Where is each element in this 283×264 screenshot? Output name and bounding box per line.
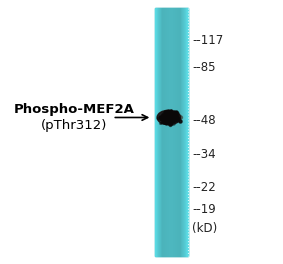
Bar (174, 8, 175, 256)
Bar (164, 8, 165, 256)
Text: --34: --34 (192, 148, 216, 161)
Bar (171, 8, 172, 256)
Bar (175, 8, 176, 256)
Bar (176, 8, 177, 256)
Text: --19: --19 (192, 203, 216, 216)
Bar (178, 8, 179, 256)
Bar (184, 8, 185, 256)
Text: --22: --22 (192, 181, 216, 194)
Bar (181, 8, 182, 256)
Ellipse shape (157, 110, 181, 125)
Bar (173, 8, 174, 256)
Text: --117: --117 (192, 34, 224, 48)
Bar (158, 8, 159, 256)
Bar (172, 8, 173, 256)
Bar (180, 8, 181, 256)
Bar (185, 8, 186, 256)
Text: (kD): (kD) (192, 222, 217, 235)
Bar (156, 8, 157, 256)
Bar (183, 8, 184, 256)
Bar (169, 8, 170, 256)
Bar (167, 8, 168, 256)
Bar (168, 8, 169, 256)
Text: --48: --48 (192, 114, 216, 127)
Bar (182, 8, 183, 256)
Bar (165, 8, 166, 256)
Bar (162, 8, 163, 256)
Bar (166, 8, 167, 256)
Bar (163, 8, 164, 256)
Bar (177, 8, 178, 256)
Text: (pThr312): (pThr312) (41, 119, 107, 132)
Bar (155, 8, 188, 256)
Bar (161, 8, 162, 256)
Text: Phospho-MEF2A: Phospho-MEF2A (13, 103, 134, 116)
Bar (159, 8, 160, 256)
Bar (170, 8, 171, 256)
Bar (179, 8, 180, 256)
Bar (155, 8, 156, 256)
Text: --85: --85 (192, 61, 216, 74)
Bar (187, 8, 188, 256)
Ellipse shape (166, 114, 183, 121)
Bar (160, 8, 161, 256)
Bar (186, 8, 187, 256)
Bar (157, 8, 158, 256)
